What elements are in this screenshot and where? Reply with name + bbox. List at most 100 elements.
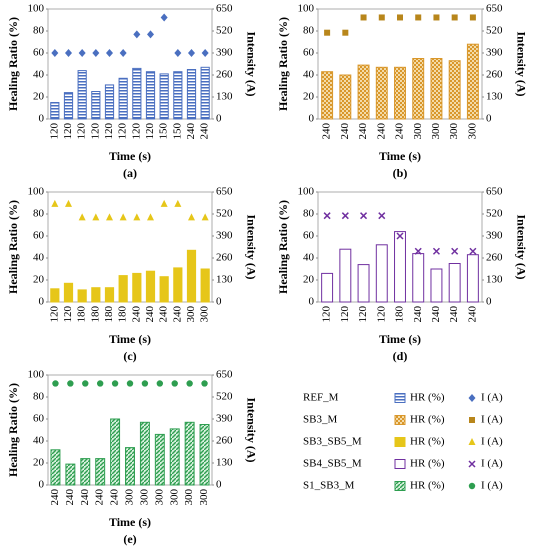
bar bbox=[186, 249, 197, 303]
y2-tick-label: 130 bbox=[486, 91, 503, 103]
y-tick-label: 0 bbox=[39, 479, 45, 491]
marker bbox=[188, 49, 195, 57]
marker bbox=[174, 49, 182, 57]
y2-axis-title: Intensity (A) bbox=[514, 32, 528, 97]
legend: REF_M HR (%) I (A) SB3_M HR (%) I (A) SB3_SB5_… bbox=[303, 392, 503, 492]
bar bbox=[430, 268, 443, 303]
marker bbox=[201, 213, 209, 221]
y-tick-label: 40 bbox=[33, 435, 45, 447]
bar bbox=[65, 463, 76, 486]
legend-marker bbox=[468, 438, 476, 445]
x-tick-label: 300 bbox=[412, 123, 424, 140]
y-axis-title: Healing Ratio (%) bbox=[6, 383, 20, 477]
bar bbox=[321, 272, 334, 303]
marker bbox=[67, 380, 74, 387]
x-tick-label: 240 bbox=[185, 123, 197, 140]
x-tick-label: 240 bbox=[199, 123, 211, 140]
bar bbox=[159, 73, 169, 120]
x-tick-label: 150 bbox=[158, 123, 170, 140]
y-tick-label: 100 bbox=[28, 186, 45, 198]
x-tick-label: 120 bbox=[357, 306, 369, 323]
panel-label: (d) bbox=[393, 349, 408, 363]
legend-group: SB3_M bbox=[303, 414, 337, 426]
y2-axis-title: Intensity (A) bbox=[514, 215, 528, 280]
bar bbox=[339, 248, 352, 303]
marker bbox=[341, 212, 349, 220]
y2-tick-label: 130 bbox=[486, 274, 503, 286]
x-tick-label: 120 bbox=[117, 122, 129, 139]
marker bbox=[82, 380, 89, 387]
y-tick-label: 40 bbox=[33, 69, 45, 81]
marker bbox=[451, 247, 459, 255]
marker bbox=[147, 30, 154, 39]
legend-label: I (A) bbox=[481, 392, 503, 404]
panel-label: (e) bbox=[123, 532, 136, 546]
legend-group: REF_M bbox=[303, 392, 339, 404]
marker bbox=[201, 49, 209, 57]
marker bbox=[469, 14, 476, 21]
bar bbox=[200, 66, 210, 120]
bar bbox=[80, 458, 91, 486]
y2-tick-label: 130 bbox=[216, 274, 233, 286]
marker bbox=[92, 213, 100, 221]
marker bbox=[133, 30, 141, 39]
x-tick-label: 240 bbox=[394, 123, 406, 140]
marker bbox=[432, 247, 440, 255]
bar bbox=[339, 74, 352, 120]
x-tick-label: 120 bbox=[339, 306, 351, 323]
x-tick-label: 300 bbox=[466, 123, 478, 140]
panel: 0 20 40 60 80 100 0 130 260 390 520 650 120 120 120 120… bbox=[276, 186, 529, 363]
x-axis-title: Time (s) bbox=[109, 332, 151, 346]
bar bbox=[125, 447, 135, 486]
y-tick-label: 40 bbox=[303, 69, 315, 81]
bar bbox=[186, 69, 197, 120]
bar bbox=[110, 418, 121, 486]
y-tick-label: 0 bbox=[39, 296, 45, 308]
y2-tick-label: 520 bbox=[216, 391, 233, 403]
x-tick-label: 240 bbox=[64, 489, 76, 506]
y-tick-label: 60 bbox=[33, 230, 45, 242]
marker bbox=[360, 14, 367, 21]
x-tick-label: 300 bbox=[138, 489, 150, 506]
y2-tick-label: 390 bbox=[216, 47, 233, 59]
y2-tick-label: 650 bbox=[486, 186, 503, 198]
y-axis-title: Healing Ratio (%) bbox=[276, 200, 290, 294]
x-tick-label: 300 bbox=[183, 489, 195, 506]
x-axis-title: Time (s) bbox=[109, 149, 151, 163]
y-tick-label: 100 bbox=[28, 3, 45, 15]
legend-group: S1_SB3_M bbox=[303, 480, 355, 492]
legend-label: I (A) bbox=[481, 480, 503, 492]
marker bbox=[52, 380, 59, 387]
marker bbox=[133, 213, 141, 221]
x-tick-label: 300 bbox=[153, 489, 165, 506]
x-tick-label: 120 bbox=[103, 123, 115, 140]
y2-axis-title: Intensity (A) bbox=[244, 215, 258, 280]
x-tick-label: 120 bbox=[144, 123, 156, 140]
y-tick-label: 80 bbox=[303, 208, 315, 220]
bar bbox=[50, 288, 60, 303]
marker bbox=[451, 14, 458, 21]
marker bbox=[415, 14, 422, 21]
marker bbox=[433, 14, 440, 21]
y2-tick-label: 520 bbox=[216, 25, 233, 37]
x-tick-label: 300 bbox=[448, 123, 460, 140]
x-tick-label: 240 bbox=[144, 306, 156, 323]
x-tick-label: 120 bbox=[48, 123, 60, 140]
panel: 0 20 40 60 80 100 0 130 260 390 520 650 240 240 240 240… bbox=[276, 3, 529, 180]
y2-tick-label: 130 bbox=[216, 457, 233, 469]
marker bbox=[397, 14, 403, 21]
bar bbox=[169, 428, 180, 486]
marker bbox=[51, 49, 59, 57]
bar bbox=[375, 66, 388, 120]
y2-tick-label: 0 bbox=[216, 113, 222, 125]
x-tick-label: 240 bbox=[448, 306, 460, 323]
x-tick-label: 120 bbox=[89, 123, 101, 140]
x-tick-label: 240 bbox=[79, 489, 91, 506]
y2-tick-label: 650 bbox=[216, 3, 233, 15]
y2-tick-label: 520 bbox=[216, 208, 233, 220]
x-tick-label: 180 bbox=[394, 306, 406, 323]
legend-label: I (A) bbox=[481, 436, 503, 448]
marker bbox=[147, 213, 154, 221]
x-tick-label: 300 bbox=[124, 489, 136, 506]
